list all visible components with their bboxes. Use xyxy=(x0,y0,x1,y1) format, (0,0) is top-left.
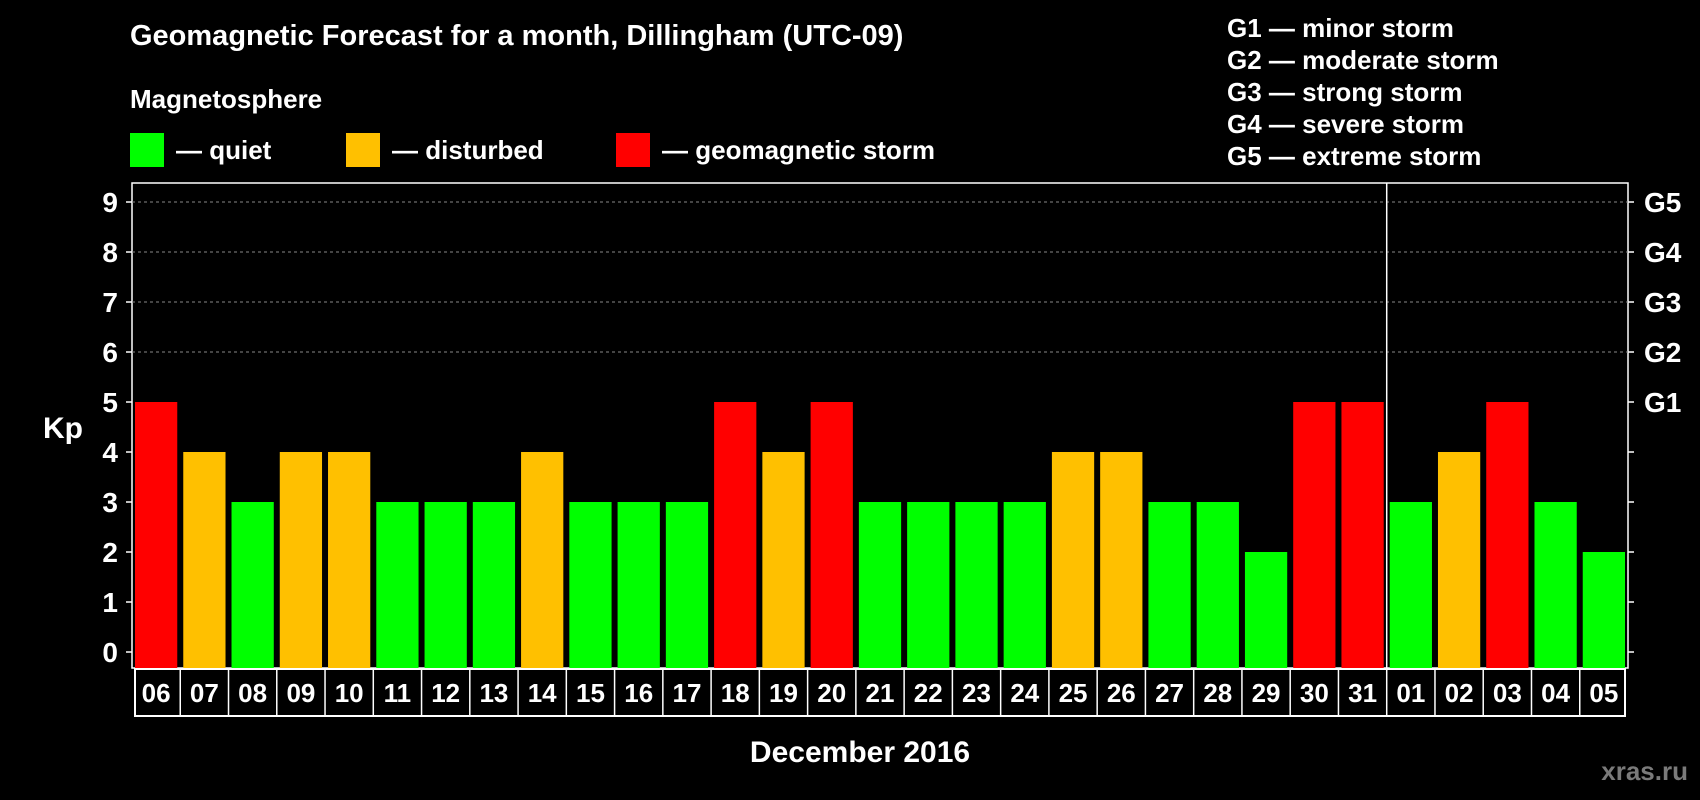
bar-16 xyxy=(617,502,660,668)
x-tick-label-27: 27 xyxy=(1155,678,1184,708)
storm-level-g5: G5 — extreme storm xyxy=(1227,141,1482,171)
storm-level-legend: G1 — minor storm G2 — moderate storm G3 … xyxy=(1227,12,1499,172)
bar-04 xyxy=(1534,502,1577,668)
legend-heading: Magnetosphere xyxy=(130,84,323,114)
bar-26 xyxy=(1100,452,1143,668)
x-tick-label-07: 07 xyxy=(190,678,219,708)
x-tick-label-14: 14 xyxy=(528,678,557,708)
x-axis-label: December 2016 xyxy=(749,736,971,769)
bar-23 xyxy=(955,502,998,668)
g-level-label-G3: G3 xyxy=(1644,287,1681,318)
legend-item-storm: — geomagnetic storm xyxy=(616,133,935,167)
g-level-label-G1: G1 xyxy=(1644,387,1681,418)
x-tick-label-08: 08 xyxy=(238,678,267,708)
legend-label-storm: — geomagnetic storm xyxy=(662,134,936,165)
y-tick-label-7: 7 xyxy=(102,287,118,318)
category-label-strip xyxy=(134,668,1626,717)
x-tick-label-22: 22 xyxy=(914,678,943,708)
storm-level-g2: G2 — moderate storm xyxy=(1227,45,1499,75)
bar-17 xyxy=(665,502,709,668)
bar-28 xyxy=(1196,502,1239,668)
bar-13 xyxy=(472,502,516,668)
x-tick-label-30: 30 xyxy=(1300,678,1329,708)
x-tick-label-23: 23 xyxy=(962,678,991,708)
x-tick-label-04: 04 xyxy=(1541,678,1570,708)
watermark: xras.ru xyxy=(1601,756,1688,786)
storm-level-g3: G3 — strong storm xyxy=(1227,77,1463,107)
x-tick-label-12: 12 xyxy=(431,678,460,708)
bar-25 xyxy=(1051,452,1095,668)
y-tick-label-9: 9 xyxy=(102,187,118,218)
bar-03 xyxy=(1486,402,1529,668)
bar-05 xyxy=(1582,552,1625,668)
bar-01 xyxy=(1389,502,1432,668)
g-level-label-G5: G5 xyxy=(1644,187,1681,218)
storm-level-g4: G4 — severe storm xyxy=(1227,109,1465,139)
x-tick-label-13: 13 xyxy=(479,678,508,708)
x-tick-label-24: 24 xyxy=(1010,678,1039,708)
bar-27 xyxy=(1148,502,1191,668)
x-tick-label-02: 02 xyxy=(1445,678,1474,708)
legend-item-disturbed: — disturbed xyxy=(346,133,544,167)
x-tick-label-17: 17 xyxy=(673,678,702,708)
legend-swatch-quiet xyxy=(130,133,164,167)
y-tick-label-4: 4 xyxy=(102,437,118,468)
storm-level-g1: G1 — minor storm xyxy=(1227,13,1454,43)
bar-24 xyxy=(1003,502,1046,668)
x-tick-label-03: 03 xyxy=(1493,678,1522,708)
bar-31 xyxy=(1341,402,1384,668)
bar-12 xyxy=(424,502,467,668)
bar-19 xyxy=(762,452,805,668)
bar-07 xyxy=(183,452,226,668)
bar-08 xyxy=(231,502,274,668)
x-tick-label-28: 28 xyxy=(1203,678,1232,708)
x-tick-label-11: 11 xyxy=(384,678,412,708)
x-tick-label-26: 26 xyxy=(1107,678,1136,708)
x-tick-label-05: 05 xyxy=(1589,678,1618,708)
bar-29 xyxy=(1244,552,1288,668)
bar-21 xyxy=(858,502,902,668)
x-tick-label-01: 01 xyxy=(1396,678,1425,708)
legend-swatch-disturbed xyxy=(346,133,380,167)
bar-15 xyxy=(569,502,612,668)
bar-09 xyxy=(279,452,323,668)
y-axis-label: Kp xyxy=(43,412,83,445)
x-tick-label-25: 25 xyxy=(1059,678,1088,708)
x-tick-label-20: 20 xyxy=(817,678,846,708)
legend-label-disturbed: — disturbed xyxy=(392,134,544,165)
x-tick-label-15: 15 xyxy=(576,678,605,708)
y-tick-label-6: 6 xyxy=(102,337,118,368)
x-tick-label-18: 18 xyxy=(721,678,750,708)
legend-label-quiet: — quiet xyxy=(176,134,272,165)
y-tick-label-5: 5 xyxy=(102,387,118,418)
bar-20 xyxy=(810,402,853,668)
bar-02 xyxy=(1437,452,1481,668)
chart-title: Geomagnetic Forecast for a month, Dillin… xyxy=(130,20,904,52)
x-tick-label-19: 19 xyxy=(769,678,798,708)
bar-22 xyxy=(907,502,950,668)
bar-11 xyxy=(376,502,419,668)
x-tick-label-21: 21 xyxy=(866,678,895,708)
x-tick-label-10: 10 xyxy=(335,678,364,708)
x-tick-label-16: 16 xyxy=(624,678,653,708)
bar-18 xyxy=(714,402,757,668)
g-level-label-G4: G4 xyxy=(1644,237,1682,268)
y-tick-label-8: 8 xyxy=(102,237,118,268)
legend-item-quiet: — quiet xyxy=(130,133,271,167)
y-tick-label-0: 0 xyxy=(102,637,118,668)
x-tick-label-31: 31 xyxy=(1348,678,1377,708)
x-tick-label-09: 09 xyxy=(286,678,315,708)
x-tick-label-06: 06 xyxy=(142,678,171,708)
x-tick-label-29: 29 xyxy=(1252,678,1281,708)
bar-10 xyxy=(328,452,371,668)
bar-30 xyxy=(1293,402,1336,668)
y-tick-label-1: 1 xyxy=(102,587,118,618)
bar-14 xyxy=(521,452,564,668)
bar-06 xyxy=(135,402,178,668)
legend-swatch-storm xyxy=(616,133,650,167)
y-tick-label-3: 3 xyxy=(102,487,118,518)
y-tick-label-2: 2 xyxy=(102,537,118,568)
g-level-label-G2: G2 xyxy=(1644,337,1681,368)
